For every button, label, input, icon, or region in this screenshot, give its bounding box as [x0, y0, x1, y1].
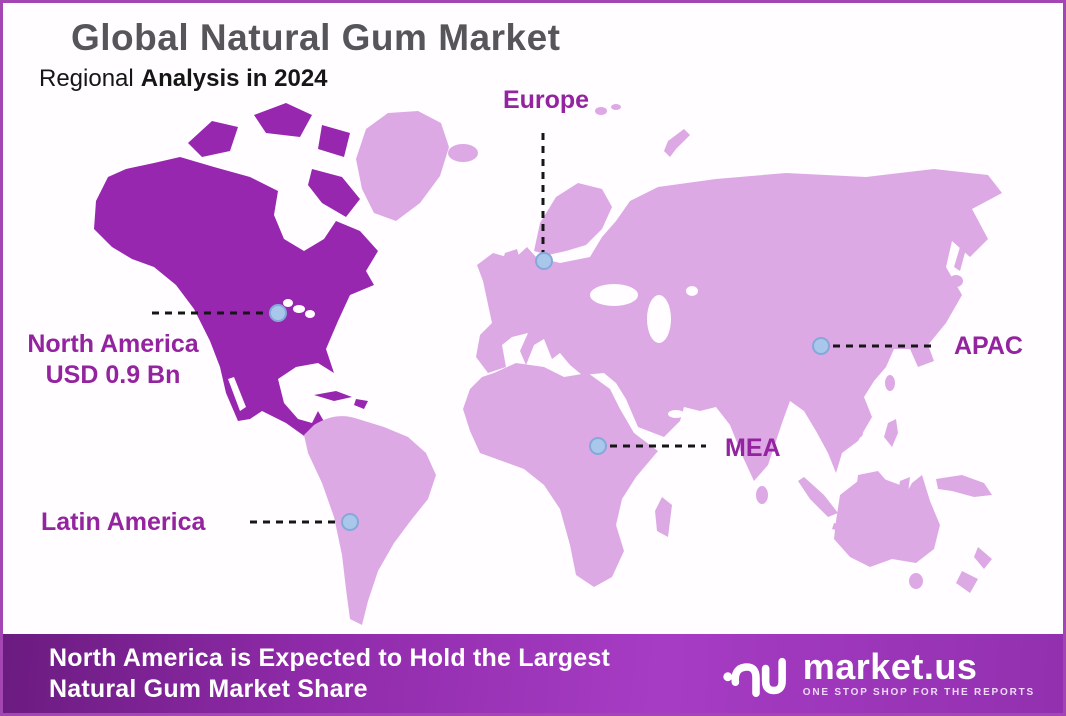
footer-headline-line2: Natural Gum Market Share — [49, 674, 368, 703]
marker-mea — [589, 437, 607, 455]
great-lake-1 — [283, 299, 293, 307]
map-region-sri-lanka — [756, 486, 768, 504]
label-mea: MEA — [725, 434, 781, 462]
footer-headline-line1: North America is Expected to Hold the La… — [49, 643, 610, 672]
map-region-south-america — [304, 416, 436, 625]
marketus-logo-text: market.us — [802, 645, 978, 687]
map-region-svalbard — [595, 107, 607, 115]
marker-apac — [812, 337, 830, 355]
label-latin-america: Latin America — [41, 508, 206, 536]
label-north-america-value: USD 0.9 Bn — [45, 361, 181, 389]
world-map — [94, 103, 1002, 625]
map-region-iceland — [448, 144, 478, 162]
marketus-logo-text-block: market.us ONE STOP SHOP FOR THE REPORTS — [802, 645, 1035, 698]
black-sea — [590, 284, 638, 306]
map-region-svalbard-2 — [611, 104, 621, 110]
label-north-america: North America USD 0.9 Bn — [11, 329, 215, 391]
map-region-sumatra — [798, 477, 838, 517]
map-region-hokkaido — [949, 275, 963, 287]
map-region-uk — [499, 249, 522, 291]
map-region-tasmania — [909, 573, 923, 589]
map-region-philippines — [884, 419, 898, 447]
marketus-logo: market.us ONE STOP SHOP FOR THE REPORTS — [723, 646, 1035, 702]
gulf-of-california — [228, 377, 246, 411]
map-region-new-zealand-south — [956, 571, 978, 593]
label-north-america-name: North America — [27, 330, 199, 358]
marketus-logo-icon — [723, 657, 786, 697]
map-region-new-zealand-north — [974, 547, 992, 569]
map-region-japan — [918, 287, 958, 339]
marker-north-america — [269, 304, 287, 322]
map-region-arctic-island-3 — [318, 125, 350, 157]
map-region-hainan — [853, 428, 863, 438]
map-region-eurasia — [476, 169, 1002, 481]
marker-europe — [535, 252, 553, 270]
page-title: Global Natural Gum Market — [71, 17, 561, 58]
hudson-bay — [281, 197, 323, 245]
map-region-australia — [834, 475, 940, 567]
label-apac: APAC — [954, 332, 1023, 360]
marketus-logo-tagline: ONE STOP SHOP FOR THE REPORTS — [802, 686, 1035, 698]
label-europe: Europe — [502, 86, 590, 114]
map-region-scandinavia — [534, 183, 612, 255]
marker-latin-america — [341, 513, 359, 531]
footer-banner: North America is Expected to Hold the La… — [3, 634, 1063, 713]
map-region-north-america — [94, 157, 378, 465]
footer-headline: North America is Expected to Hold the La… — [49, 643, 610, 705]
persian-gulf — [668, 410, 684, 418]
map-region-sakhalin — [954, 247, 966, 271]
map-region-greenland — [356, 111, 449, 221]
great-lake-2 — [293, 305, 305, 313]
map-region-cuba — [314, 391, 352, 401]
map-region-ireland — [485, 270, 501, 288]
map-region-baffin-island — [308, 169, 360, 217]
subtitle-regional: Regional — [39, 65, 134, 92]
map-region-taiwan — [885, 375, 895, 391]
map-region-new-guinea — [936, 475, 992, 497]
subtitle-analysis: Analysis in 2024 — [140, 65, 328, 92]
caspian-sea — [647, 295, 671, 343]
map-region-arctic-island-2 — [254, 103, 312, 137]
page-subtitle: Regional Analysis in 2024 — [39, 65, 328, 93]
map-region-madagascar — [655, 497, 672, 537]
aral-sea — [686, 286, 698, 296]
map-region-africa — [463, 363, 658, 587]
map-region-arctic-island-1 — [188, 121, 238, 157]
map-region-hispaniola — [354, 399, 368, 409]
great-lake-3 — [305, 310, 315, 318]
map-region-novaya-zemlya — [664, 129, 690, 157]
